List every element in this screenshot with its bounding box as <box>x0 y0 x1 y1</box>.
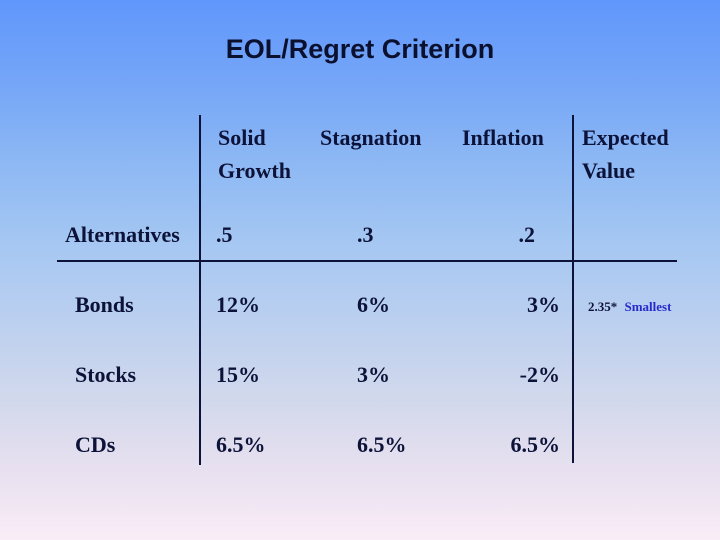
row-label-alternatives: Alternatives <box>65 222 180 247</box>
header-line: Stagnation <box>320 125 422 150</box>
column-header-stagnation: Stagnation <box>320 121 421 154</box>
row-label-stocks: Stocks <box>75 362 137 387</box>
column-header-solid-growth: Solid Growth <box>218 121 291 187</box>
cds-stagnation-value: 6.5% <box>357 432 407 457</box>
column-header-inflation: Inflation <box>462 121 544 154</box>
cds-inflation-value: 6.5% <box>510 432 561 457</box>
header-line: Value <box>582 158 635 183</box>
expected-value-annotation: 2.35* Smallest <box>588 299 671 315</box>
probability-stagnation: .3 <box>357 222 374 247</box>
header-line: Solid <box>218 125 266 150</box>
probability-solid-growth: .5 <box>216 222 233 247</box>
row-label-cds: CDs <box>75 432 116 457</box>
header-line: Inflation <box>462 125 544 150</box>
slide-title: EOL/Regret Criterion <box>225 34 495 64</box>
header-line: Expected <box>582 125 669 150</box>
cds-solid-growth-value: 6.5% <box>216 432 266 457</box>
column-header-expected-value: Expected Value <box>582 121 669 187</box>
annotation-value: 2.35* <box>588 299 618 314</box>
stocks-stagnation-value: 3% <box>357 362 390 387</box>
table-vertical-divider-left <box>199 115 201 465</box>
row-label-bonds: Bonds <box>75 292 134 317</box>
stocks-inflation-value: -2% <box>519 362 560 387</box>
bonds-inflation-value: 3% <box>527 292 560 317</box>
annotation-note: Smallest <box>624 299 672 314</box>
table-horizontal-rule <box>57 260 677 262</box>
bonds-stagnation-value: 6% <box>357 292 390 317</box>
stocks-solid-growth-value: 15% <box>216 362 260 387</box>
probability-inflation: .2 <box>518 222 536 247</box>
table-vertical-divider-right <box>572 115 574 463</box>
header-line: Growth <box>218 158 291 183</box>
bonds-solid-growth-value: 12% <box>216 292 260 317</box>
